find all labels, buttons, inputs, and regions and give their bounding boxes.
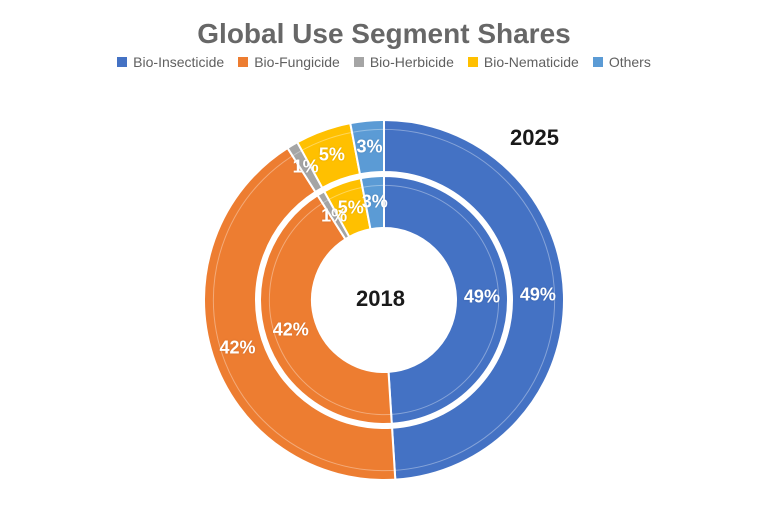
legend-label: Bio-Insecticide (133, 54, 224, 70)
legend-item: Bio-Insecticide (117, 54, 224, 70)
inner-year-label: 2018 (356, 286, 405, 312)
legend-swatch (238, 57, 248, 67)
legend-label: Others (609, 54, 651, 70)
chart-title: Global Use Segment Shares (0, 18, 768, 50)
legend-swatch (354, 57, 364, 67)
legend-item: Bio-Herbicide (354, 54, 454, 70)
inner-slice-label: 3% (362, 192, 388, 213)
legend-swatch (468, 57, 478, 67)
outer-slice-label: 42% (220, 337, 256, 358)
legend-swatch (593, 57, 603, 67)
outer-slice-label: 3% (356, 136, 382, 157)
legend-item: Others (593, 54, 651, 70)
legend-item: Bio-Fungicide (238, 54, 340, 70)
outer-year-label: 2025 (510, 125, 559, 151)
outer-slice-label: 49% (520, 285, 556, 306)
legend-swatch (117, 57, 127, 67)
inner-slice-label: 5% (338, 197, 364, 218)
legend-label: Bio-Fungicide (254, 54, 340, 70)
outer-slice-label: 5% (319, 145, 345, 166)
chart-area: 49%42%1%5%3%49%42%1%5%3%20182025 (0, 70, 768, 500)
legend: Bio-Insecticide Bio-Fungicide Bio-Herbicid… (0, 54, 768, 70)
legend-label: Bio-Nematicide (484, 54, 579, 70)
outer-slice-label: 1% (293, 157, 319, 178)
donut-svg (0, 70, 768, 500)
legend-item: Bio-Nematicide (468, 54, 579, 70)
inner-slice-label: 49% (464, 286, 500, 307)
inner-slice-label: 42% (273, 320, 309, 341)
legend-label: Bio-Herbicide (370, 54, 454, 70)
